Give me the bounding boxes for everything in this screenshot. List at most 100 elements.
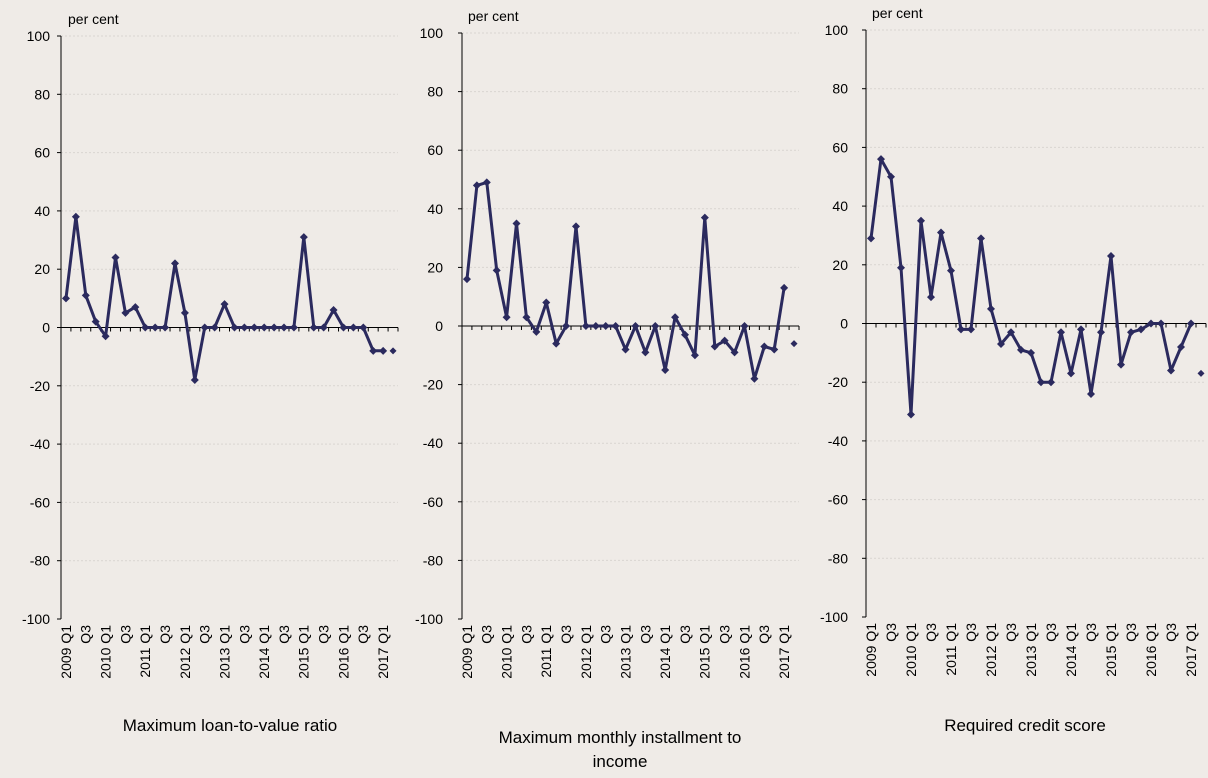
ltv-x-tick-label: 2014 Q1 (256, 625, 272, 679)
installment-data-point (661, 365, 670, 374)
ltv-x-tick-label: Q3 (117, 625, 133, 644)
credit-score-data-point (1097, 328, 1105, 337)
credit-score-data-point (1007, 328, 1015, 337)
installment-x-tick-label: Q3 (756, 625, 772, 644)
credit-score-data-point (877, 155, 885, 164)
ltv-data-point (151, 323, 160, 332)
installment-data-point (671, 313, 680, 322)
ltv-y-tick-label: 0 (42, 320, 50, 336)
credit-score-data-point (1167, 366, 1175, 375)
credit-score-x-tick-label: 2009 Q1 (863, 623, 879, 677)
ltv-data-point (359, 323, 368, 332)
credit-score-data-point (927, 293, 935, 302)
installment-data-point (780, 283, 789, 292)
ltv-data-point (220, 300, 229, 309)
ltv-x-tick-label: 2010 Q1 (98, 625, 114, 679)
ltv-data-point (161, 323, 170, 332)
ltv-x-tick-label: Q3 (197, 625, 213, 644)
installment-x-tick-label: 2012 Q1 (578, 625, 594, 679)
credit-score-x-tick-label: 2012 Q1 (983, 623, 999, 677)
ltv-data-point (329, 306, 338, 315)
ltv-x-tick-label: Q3 (316, 625, 332, 644)
ltv-data-point (190, 375, 199, 384)
credit-score-data-point (1017, 345, 1025, 354)
ltv-y-tick-label: -100 (22, 611, 50, 627)
ltv-x-tick-label: Q3 (236, 625, 252, 644)
ltv-data-point (200, 323, 209, 332)
ltv-data-point (230, 323, 239, 332)
ltv-data-point (379, 346, 388, 355)
installment-data-point (591, 322, 600, 330)
credit-score-data-point (977, 234, 985, 243)
installment-x-tick-label: 2011 Q1 (538, 625, 554, 678)
installment-data-point (710, 342, 719, 351)
installment-data-point (651, 322, 660, 330)
ltv-data-point (91, 317, 100, 326)
credit-score-y-unit-label: per cent (872, 5, 923, 21)
installment-y-unit-label: per cent (468, 8, 519, 24)
installment-data-point (562, 322, 571, 330)
installment-y-tick-label: -40 (423, 435, 443, 451)
credit-score-y-tick-label: 100 (825, 22, 849, 38)
installment-data-point (641, 348, 650, 357)
installment-x-tick-label: Q3 (717, 625, 733, 644)
ltv-x-tick-label: Q3 (355, 625, 371, 644)
ltv-data-point (299, 233, 308, 242)
ltv-data-point (111, 253, 120, 262)
installment-data-point (690, 351, 699, 360)
installment-data-point (621, 345, 630, 354)
installment-y-tick-label: 80 (427, 84, 443, 100)
ltv-data-point (121, 308, 130, 317)
installment-data-point (571, 222, 580, 231)
installment-data-point (601, 322, 610, 330)
credit-score-data-point (1187, 319, 1195, 328)
ltv-data-point (319, 323, 328, 332)
installment-data-point (542, 298, 551, 307)
ltv-y-tick-label: 40 (34, 203, 50, 219)
installment-data-point (631, 322, 640, 330)
installment-data-point (502, 313, 511, 322)
credit-score-data-point (1147, 319, 1155, 328)
credit-score-x-tick-label: 2011 Q1 (943, 623, 959, 676)
installment-data-point (700, 213, 709, 222)
credit-score-data-point (1027, 348, 1035, 357)
credit-score-data-point (937, 228, 945, 237)
chart-title-ltv: Maximum loan-to-value ratio (122, 716, 338, 735)
credit-score-y-tick-label: -20 (828, 374, 848, 390)
ltv-data-point (240, 323, 249, 332)
installment-data-point (581, 322, 590, 330)
ltv-y-tick-label: -40 (30, 436, 50, 452)
ltv-data-point (349, 323, 358, 332)
installment-data-point (482, 178, 491, 187)
ltv-x-tick-label: Q3 (276, 625, 292, 644)
credit-score-y-tick-label: -100 (820, 609, 848, 625)
installment-x-tick-label: 2009 Q1 (459, 625, 475, 679)
installment-data-point-isolated (790, 340, 798, 348)
ltv-data-point (170, 259, 179, 268)
installment-y-tick-label: -20 (423, 377, 443, 393)
ltv-x-tick-label: 2017 Q1 (375, 625, 391, 679)
installment-data-point (730, 348, 739, 357)
credit-score-x-tick-label: Q3 (1163, 623, 1179, 642)
ltv-data-point (369, 346, 378, 355)
credit-score-data-point (867, 234, 875, 243)
installment-y-tick-label: -80 (423, 552, 443, 568)
credit-score-x-tick-label: Q3 (1003, 623, 1019, 642)
credit-score-x-tick-label: Q3 (1123, 623, 1139, 642)
credit-score-x-tick-label: 2014 Q1 (1063, 623, 1079, 677)
ltv-y-tick-label: -60 (30, 494, 50, 510)
credit-score-x-tick-label: Q3 (963, 623, 979, 642)
credit-score-y-tick-label: 40 (832, 198, 848, 214)
installment-data-point (532, 327, 541, 336)
installment-x-tick-label: Q3 (558, 625, 574, 644)
ltv-data-point (141, 323, 150, 332)
ltv-x-tick-label: 2016 Q1 (335, 625, 351, 679)
installment-x-tick-label: Q3 (637, 625, 653, 644)
chart-title-installment: Maximum monthly installment to income (498, 728, 742, 771)
credit-score-data-point (957, 325, 965, 334)
ltv-y-tick-label: 20 (34, 261, 50, 277)
credit-score-data-point (1037, 378, 1045, 387)
installment-data-point (750, 374, 759, 383)
